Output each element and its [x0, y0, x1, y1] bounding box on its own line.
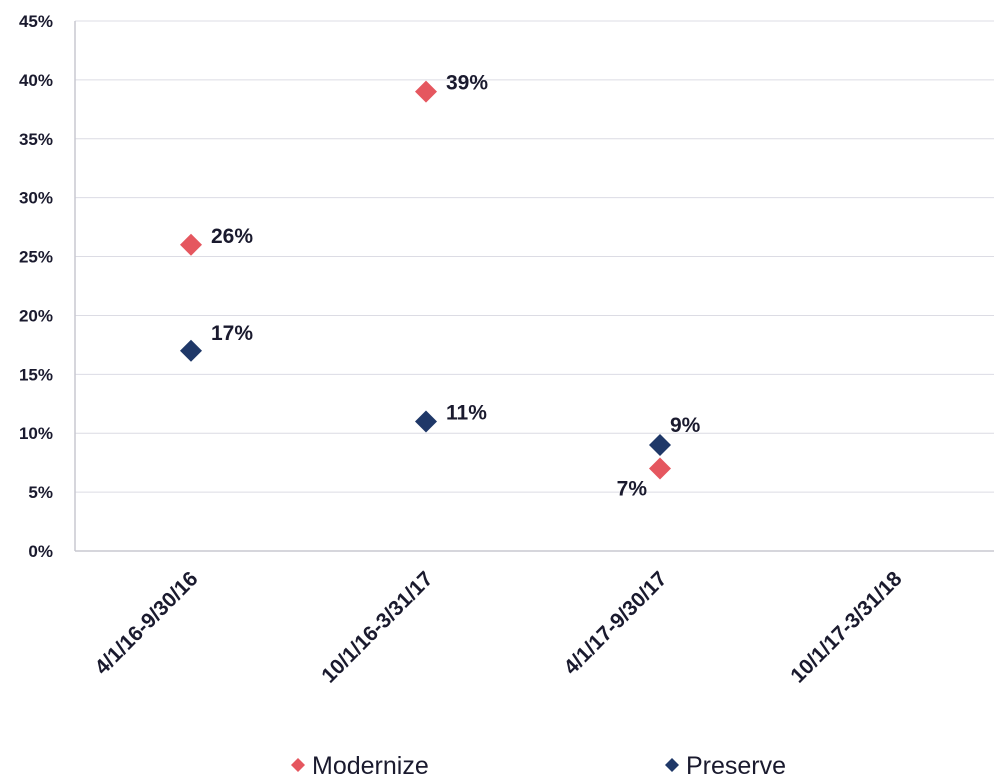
y-tick-label: 10%	[19, 424, 53, 443]
y-tick-label: 35%	[19, 130, 53, 149]
y-tick-label: 20%	[19, 306, 53, 325]
x-tick-label: 4/1/17-9/30/17	[559, 567, 671, 679]
data-label: 7%	[617, 478, 648, 501]
data-label: 9%	[670, 414, 701, 437]
y-tick-label: 15%	[19, 365, 53, 384]
y-tick-label: 30%	[19, 189, 53, 208]
y-tick-label: 45%	[19, 12, 53, 31]
y-tick-labels: 0% 5% 10% 15% 20% 25% 30% 35% 40% 45%	[19, 12, 53, 561]
data-point-preserve	[180, 339, 202, 362]
y-tick-label: 0%	[28, 542, 53, 561]
y-tick-label: 40%	[19, 71, 53, 90]
x-tick-label: 10/1/16-3/31/17	[317, 567, 437, 687]
x-tick-labels: 4/1/16-9/30/16 10/1/16-3/31/17 4/1/17-9/30…	[90, 567, 906, 688]
data-point-modernize	[415, 80, 437, 103]
legend-label-modernize: Modernize	[312, 752, 429, 777]
data-label: 17%	[211, 322, 253, 345]
data-label: 39%	[446, 72, 488, 95]
x-tick-label: 4/1/16-9/30/16	[90, 567, 202, 679]
legend-label-preserve: Preserve	[686, 752, 786, 777]
legend: Modernize Preserve	[291, 752, 786, 777]
data-point-modernize	[649, 457, 671, 480]
data-point-preserve	[649, 434, 671, 456]
legend-marker-modernize	[291, 758, 305, 772]
y-tick-label: 5%	[28, 483, 53, 502]
data-label: 11%	[446, 401, 487, 424]
data-point-modernize	[180, 233, 202, 256]
data-points	[180, 80, 671, 480]
y-tick-label: 25%	[19, 248, 53, 267]
data-labels: 26% 39% 7% 17% 11% 9%	[211, 72, 701, 501]
data-label: 26%	[211, 225, 253, 248]
x-tick-label: 10/1/17-3/31/18	[786, 567, 907, 688]
data-point-preserve	[415, 410, 437, 433]
legend-marker-preserve	[665, 758, 679, 772]
gridlines	[75, 20, 994, 493]
